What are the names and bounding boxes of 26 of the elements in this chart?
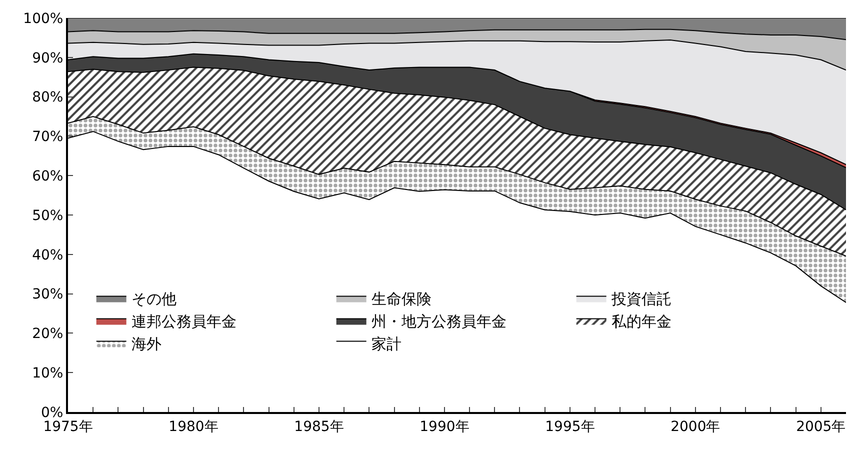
legend-label: 海外 <box>131 335 162 354</box>
x-tick-label: 1990年 <box>420 418 470 435</box>
x-tick-label: 2000年 <box>670 418 720 435</box>
x-tick-label: 1975年 <box>43 418 93 435</box>
y-tick-label: 100% <box>23 10 64 27</box>
y-tick-label: 30% <box>32 286 64 303</box>
y-tick-label: 60% <box>32 168 64 184</box>
y-tick-label: 20% <box>32 326 64 342</box>
legend-label: 家計 <box>371 335 402 354</box>
x-tick-label: 1995年 <box>545 418 595 435</box>
legend-label: 連邦公務員年金 <box>131 312 236 331</box>
y-tick-label: 90% <box>32 50 64 66</box>
y-tick-label: 40% <box>32 247 64 264</box>
x-tick-label: 1985年 <box>294 418 344 435</box>
legend-label: 投資信託 <box>610 290 672 308</box>
x-tick-label: 2005年 <box>796 418 846 435</box>
y-tick-label: 10% <box>32 366 64 382</box>
legend-label: その他 <box>131 290 176 308</box>
y-tick-label: 0% <box>40 404 64 421</box>
legend-label: 州・地方公務員年金 <box>371 312 506 331</box>
y-tick-label: 80% <box>32 90 64 106</box>
legend-label: 私的年金 <box>611 312 672 331</box>
legend-label: 生命保険 <box>371 290 432 308</box>
y-tick-label: 50% <box>32 208 64 224</box>
y-tick-label: 70% <box>32 129 64 146</box>
x-tick-label: 1980年 <box>168 418 218 435</box>
